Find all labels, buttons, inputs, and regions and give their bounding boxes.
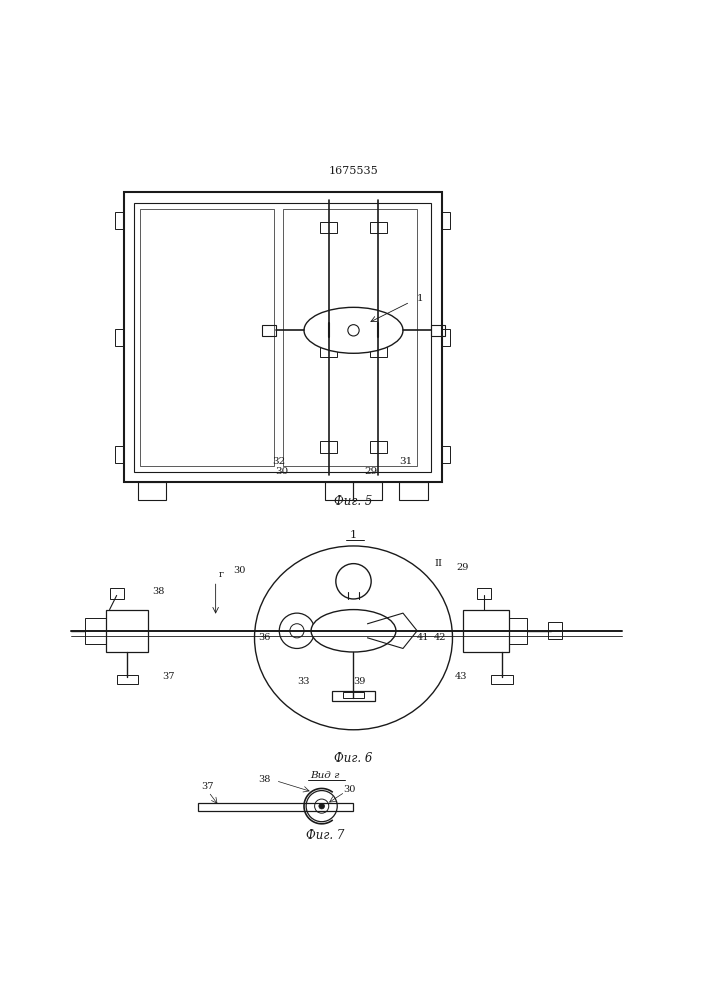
Text: Фиг. 6: Фиг. 6 <box>334 752 373 765</box>
Bar <box>115 212 124 229</box>
Bar <box>320 346 337 357</box>
Bar <box>431 325 445 336</box>
Text: 37: 37 <box>201 782 214 791</box>
Bar <box>491 675 513 684</box>
Text: 29: 29 <box>364 467 378 476</box>
Bar <box>463 610 509 652</box>
Bar <box>442 446 450 463</box>
Bar <box>509 618 527 644</box>
Text: 33: 33 <box>297 677 310 686</box>
Text: 36: 36 <box>258 633 271 642</box>
Bar <box>370 222 387 233</box>
Bar <box>320 441 337 453</box>
Text: 30: 30 <box>233 566 246 575</box>
Bar <box>325 482 354 500</box>
Bar <box>198 803 354 811</box>
Bar <box>399 482 428 500</box>
Bar <box>370 441 387 453</box>
Text: II: II <box>435 559 443 568</box>
Text: Фиг. 5: Фиг. 5 <box>334 495 373 508</box>
Text: 38: 38 <box>258 775 271 784</box>
Text: 32: 32 <box>272 457 286 466</box>
Ellipse shape <box>304 307 403 353</box>
Bar <box>477 588 491 599</box>
Bar <box>442 212 450 229</box>
Bar <box>320 318 337 329</box>
Bar <box>262 325 276 336</box>
Bar <box>85 618 106 644</box>
Text: 41: 41 <box>417 633 430 642</box>
Bar <box>110 588 124 599</box>
Bar <box>140 209 274 466</box>
Circle shape <box>279 613 315 648</box>
Text: 37: 37 <box>163 672 175 681</box>
Text: 1: 1 <box>350 530 357 540</box>
Text: 1675535: 1675535 <box>329 166 378 176</box>
Bar <box>138 482 166 500</box>
Bar <box>320 222 337 233</box>
Text: 39: 39 <box>354 677 366 686</box>
Circle shape <box>319 803 325 809</box>
Bar <box>106 610 148 652</box>
Bar <box>332 691 375 701</box>
Text: 30: 30 <box>343 785 356 794</box>
Bar <box>354 482 382 500</box>
Text: 31: 31 <box>399 457 413 466</box>
Circle shape <box>290 624 304 638</box>
Bar <box>283 209 417 466</box>
Bar <box>343 692 364 698</box>
Text: 43: 43 <box>455 672 467 681</box>
Bar <box>548 622 562 639</box>
Text: Фиг. 7: Фиг. 7 <box>306 829 344 842</box>
Bar <box>370 346 387 357</box>
Text: 42: 42 <box>434 633 447 642</box>
Bar <box>134 203 431 472</box>
Text: 38: 38 <box>152 587 165 596</box>
Text: г: г <box>219 570 224 579</box>
Ellipse shape <box>311 610 396 652</box>
Bar <box>115 329 124 346</box>
Bar <box>117 675 138 684</box>
Bar <box>115 446 124 463</box>
Circle shape <box>348 325 359 336</box>
Bar <box>370 318 387 329</box>
Text: 1: 1 <box>417 294 423 303</box>
Bar <box>124 192 442 482</box>
Text: 29: 29 <box>456 563 469 572</box>
Text: 30: 30 <box>276 467 289 476</box>
Bar <box>442 329 450 346</box>
Text: Вид г: Вид г <box>310 771 340 780</box>
